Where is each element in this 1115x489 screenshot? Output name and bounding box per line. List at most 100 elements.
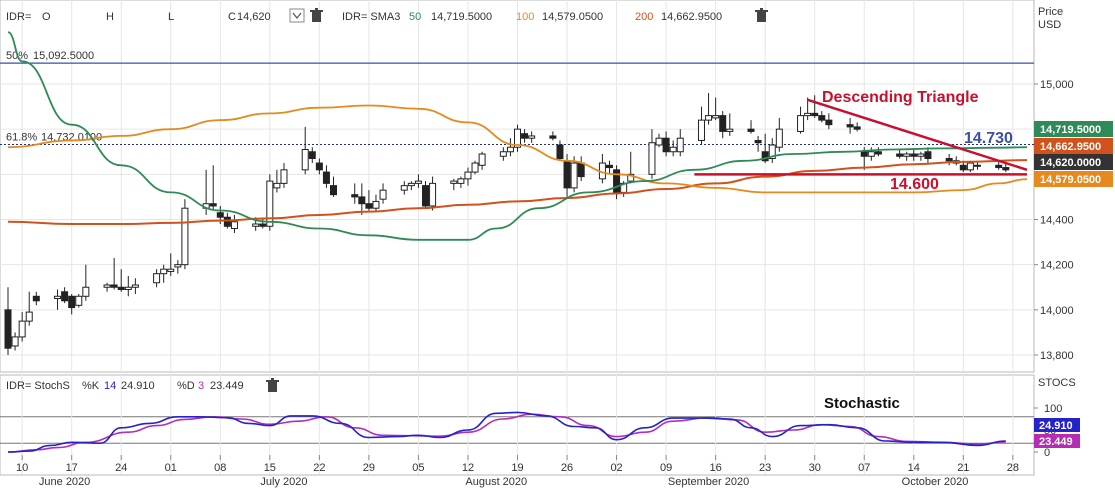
stoch-tag-label: 23.449 bbox=[1039, 436, 1073, 448]
candle-body-down bbox=[422, 185, 430, 207]
triangle-title: Descending Triangle bbox=[822, 89, 979, 106]
trash-icon[interactable] bbox=[755, 8, 768, 22]
candle-body-up bbox=[414, 180, 422, 184]
price-tick-label: 14,200 bbox=[1040, 260, 1074, 272]
candle-body-up bbox=[280, 169, 288, 184]
x-tick-label: 21 bbox=[957, 462, 969, 474]
candle-body-down bbox=[1002, 167, 1010, 171]
candle bbox=[506, 138, 514, 157]
candle bbox=[82, 264, 90, 301]
candle bbox=[358, 183, 366, 215]
candle bbox=[174, 260, 182, 274]
candle-body-up bbox=[570, 162, 578, 189]
price-tag-label: 14,579.0500 bbox=[1040, 174, 1101, 186]
candle bbox=[917, 151, 925, 161]
sma50-period: 50 bbox=[409, 11, 421, 23]
candle-body-down bbox=[68, 295, 76, 309]
candle bbox=[181, 199, 189, 270]
candle-body-down bbox=[563, 160, 571, 189]
candle-body-down bbox=[556, 144, 564, 160]
candle-body-up bbox=[230, 221, 238, 230]
price-axis-title: Price bbox=[1038, 6, 1063, 18]
candle-body-up bbox=[266, 180, 274, 227]
trash-icon[interactable] bbox=[266, 378, 279, 392]
candle bbox=[818, 111, 826, 123]
price-tag-label: 14,719.5000 bbox=[1040, 124, 1101, 136]
candle bbox=[131, 278, 139, 295]
candle bbox=[528, 131, 536, 143]
price-tag: 14,579.0500 bbox=[1034, 171, 1113, 187]
sma200-line bbox=[7, 159, 1028, 225]
candle-body-up bbox=[712, 115, 720, 119]
stoch-tick-label: 100 bbox=[1044, 403, 1062, 415]
price-tick-label: 13,800 bbox=[1040, 350, 1074, 362]
x-month-label: October 2020 bbox=[902, 476, 969, 488]
candle-body-down bbox=[577, 162, 585, 178]
low-label: L bbox=[168, 11, 174, 23]
stoch-tag-bg bbox=[1034, 434, 1080, 448]
candle bbox=[414, 174, 422, 188]
candle-body-up bbox=[499, 151, 507, 157]
candle bbox=[549, 131, 557, 141]
candle bbox=[952, 156, 960, 166]
candle bbox=[754, 135, 762, 152]
candle-body-up bbox=[25, 311, 33, 322]
candle-body-down bbox=[322, 171, 330, 184]
candle bbox=[825, 113, 833, 130]
dropdown-icon[interactable] bbox=[289, 8, 305, 23]
candle-body-down bbox=[924, 151, 932, 160]
candle-body-up bbox=[775, 128, 783, 148]
x-tick-label: 14 bbox=[908, 462, 920, 474]
stoch-d-label: %D bbox=[177, 380, 195, 392]
candle-body-down bbox=[818, 115, 826, 121]
candle bbox=[103, 282, 111, 292]
candle bbox=[556, 140, 564, 161]
candle bbox=[747, 120, 755, 134]
candle bbox=[846, 117, 854, 134]
candle bbox=[903, 151, 911, 161]
candle-body-up bbox=[514, 128, 521, 148]
candle-body-up bbox=[252, 223, 260, 227]
candle-body-down bbox=[365, 203, 373, 209]
candle bbox=[464, 167, 472, 186]
stochastic-annotation: Stochastic bbox=[824, 395, 900, 412]
candle bbox=[874, 147, 882, 157]
candle bbox=[514, 124, 521, 152]
candle-body-down bbox=[259, 223, 267, 227]
candle-body-down bbox=[896, 153, 904, 157]
candle bbox=[365, 190, 373, 211]
candle-body-down bbox=[910, 153, 918, 157]
candle-body-down bbox=[32, 295, 40, 302]
x-tick-label: 12 bbox=[462, 462, 474, 474]
candle-body-up bbox=[174, 264, 182, 268]
candle bbox=[662, 131, 670, 157]
candle-body-down bbox=[216, 212, 224, 218]
candle bbox=[775, 117, 783, 152]
candle-body-down bbox=[521, 133, 529, 139]
candle-body-up bbox=[705, 115, 713, 121]
candle-body-down bbox=[761, 151, 769, 162]
candle bbox=[570, 156, 578, 193]
price-tag-bg bbox=[1034, 171, 1113, 187]
candle-body-up bbox=[457, 178, 465, 184]
candle bbox=[499, 147, 507, 161]
candle-body-down bbox=[308, 151, 316, 160]
price-tag: 14,620.0000 bbox=[1034, 154, 1113, 170]
candle-body-down bbox=[358, 196, 366, 205]
candle bbox=[726, 113, 734, 136]
candle bbox=[471, 160, 479, 175]
candle bbox=[627, 151, 635, 184]
candle bbox=[75, 294, 83, 308]
candle-body-up bbox=[966, 162, 974, 171]
candle bbox=[117, 269, 125, 292]
candle bbox=[54, 289, 62, 310]
candle bbox=[478, 151, 486, 170]
candle bbox=[4, 287, 12, 355]
candle-body-down bbox=[223, 216, 231, 227]
trash-icon[interactable] bbox=[310, 8, 323, 22]
resistance-label: 14.730 bbox=[964, 130, 1013, 147]
candle bbox=[301, 126, 309, 175]
candle bbox=[797, 106, 805, 134]
candle bbox=[712, 97, 720, 121]
candle-body-down bbox=[351, 194, 359, 198]
